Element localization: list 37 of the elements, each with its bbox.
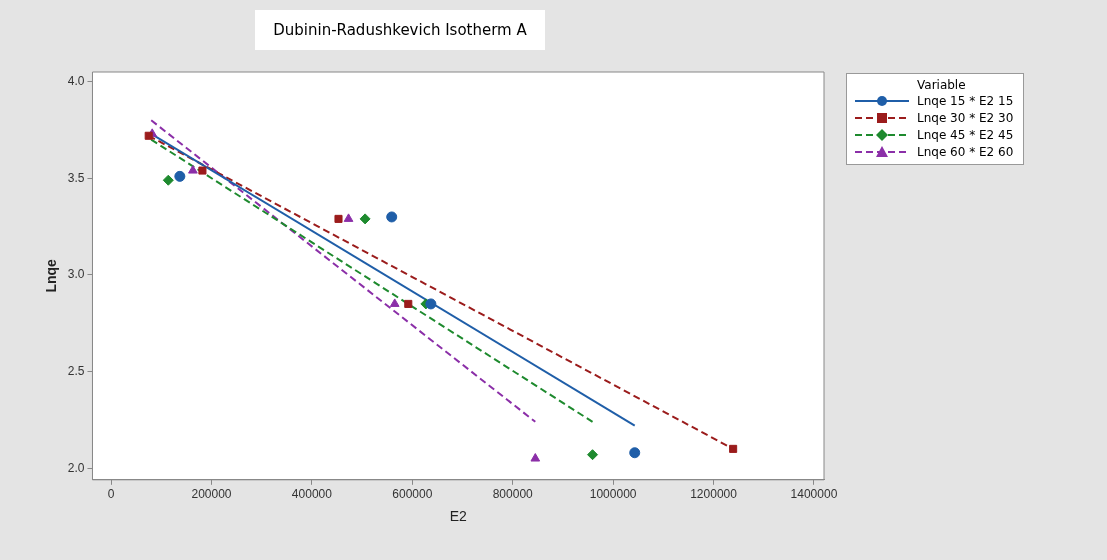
x-tick-label: 600000: [392, 487, 433, 502]
point: [188, 165, 198, 174]
y-tick-label: 2.5: [67, 363, 85, 378]
point: [729, 444, 738, 453]
point: [425, 298, 437, 310]
x-tick-label: 0: [107, 487, 115, 502]
point: [144, 131, 153, 140]
point: [334, 214, 343, 223]
legend-label: Lnqe 30 * E2 30: [917, 110, 1014, 125]
x-tick-label: 1200000: [690, 487, 738, 502]
chart-title: Dubinin-Radushkevich Isotherm A: [255, 10, 545, 50]
point: [359, 213, 371, 225]
point: [629, 447, 641, 459]
point: [386, 211, 398, 223]
legend-title: Variable: [917, 78, 967, 92]
x-tick-label: 1400000: [790, 487, 838, 502]
x-tick-label: 800000: [492, 487, 534, 502]
x-axis-title: E2: [449, 508, 468, 525]
point: [343, 213, 354, 222]
y-tick-label: 3.5: [67, 170, 85, 185]
x-tick-label: 400000: [291, 487, 333, 502]
point: [174, 170, 186, 182]
y-tick-label: 2.0: [67, 460, 85, 475]
point: [587, 449, 599, 461]
legend-label: Lnqe 45 * E2 45: [917, 127, 1014, 142]
point: [198, 166, 207, 175]
point: [404, 299, 413, 308]
legend-label: Lnqe 60 * E2 60: [917, 144, 1014, 159]
x-tick-label: 200000: [191, 487, 232, 502]
point: [162, 174, 174, 186]
y-tick-label: 3.0: [67, 267, 85, 282]
x-tick-label: 1000000: [589, 487, 637, 502]
legend-label: Lnqe 15 * E2 15: [917, 93, 1014, 108]
point: [530, 453, 541, 462]
point: [389, 298, 400, 307]
y-axis-title: Lnqe: [43, 258, 60, 293]
y-tick-label: 4.0: [67, 73, 85, 88]
